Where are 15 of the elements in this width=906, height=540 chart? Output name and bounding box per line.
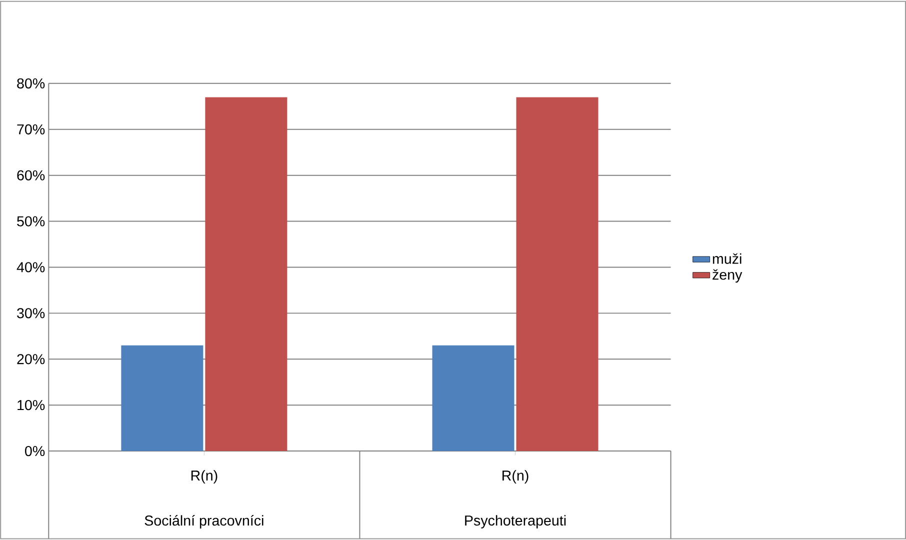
text: Psychoterapeuti [465,515,566,528]
y-tick-label: 70% [17,124,45,134]
x-tick-label: R(n) [191,470,218,484]
legend-label: ženy [712,269,742,283]
y-tick-label: 20% [17,354,45,364]
y-tick-label: 80% [17,78,45,88]
y-tick-label: 10% [18,400,45,410]
x-tick-label: R(n) [502,470,528,484]
text: Sociální pracovníci [144,514,264,528]
y-tick-label: 40% [16,262,45,272]
y-tick-label: 30% [17,308,45,318]
y-tick-label: 60% [17,170,45,180]
y-tick-label: 50% [17,216,45,226]
legend-label: muži [712,253,742,264]
y-tick-label: 0% [25,446,45,456]
